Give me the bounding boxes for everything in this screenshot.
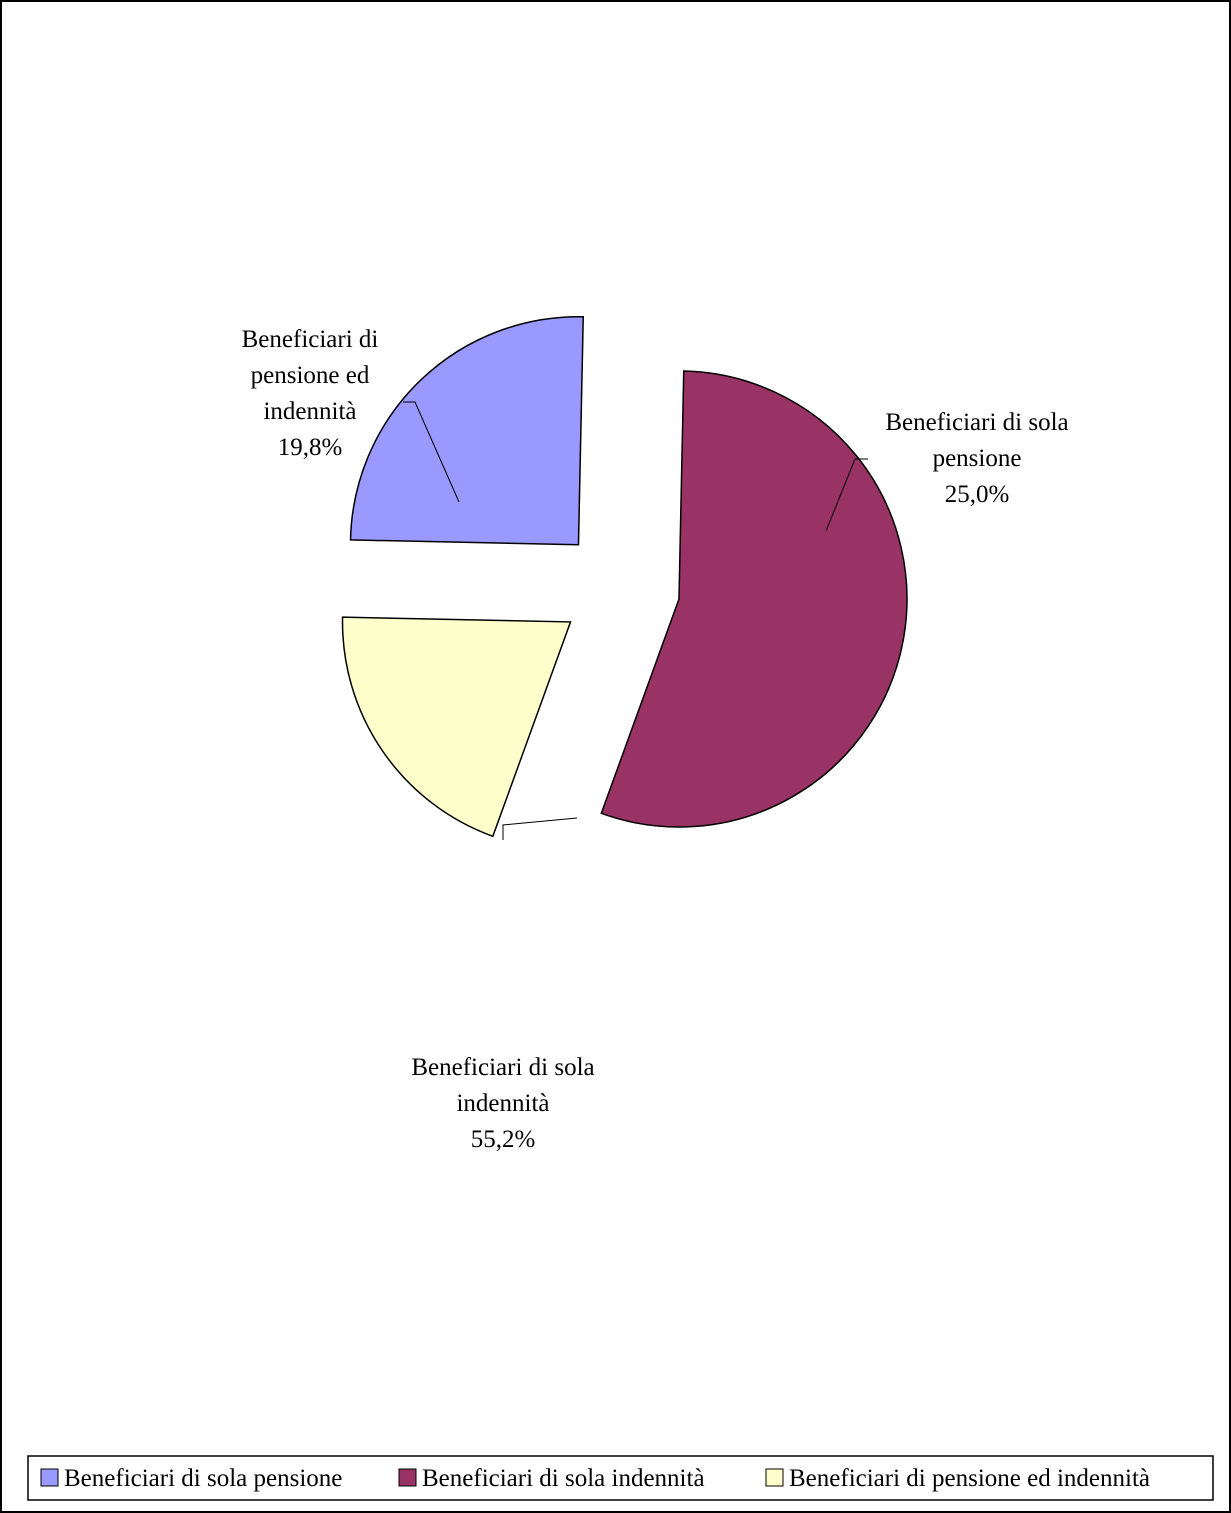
leader-line-sola-indennita — [502, 817, 578, 840]
pie-slices — [341, 315, 908, 838]
legend-label-sola-pensione: Beneficiari di sola pensione — [64, 1465, 342, 1492]
data-label-pensione-ed-indennita: Beneficiari di pensione ed indennità 19,8% — [242, 326, 379, 461]
legend-box — [27, 1455, 1214, 1501]
data-label-line: pensione ed — [251, 362, 370, 389]
data-label-line: 25,0% — [945, 481, 1010, 508]
leader-line-pensione-ed-indennita — [403, 401, 460, 503]
legend-swatch-sola-indennita — [398, 1468, 417, 1487]
data-label-line: 55,2% — [471, 1126, 536, 1153]
legend-item-pensione-ed-indennita: Beneficiari di pensione ed indennità — [765, 1465, 1150, 1492]
data-label-line: Beneficiari di sola — [411, 1054, 594, 1081]
legend-item-sola-pensione: Beneficiari di sola pensione — [40, 1465, 342, 1492]
data-label-line: indennità — [263, 398, 356, 425]
pie-slice-sola-pensione — [349, 315, 585, 546]
leader-lines — [403, 401, 868, 840]
data-label-line: Beneficiari di sola — [885, 409, 1068, 436]
data-label-line: indennità — [456, 1090, 549, 1117]
legend-label-pensione-ed-indennita: Beneficiari di pensione ed indennità — [789, 1465, 1150, 1492]
legend-swatch-sola-pensione — [40, 1468, 59, 1487]
legend-swatch-pensione-ed-indennita — [765, 1468, 784, 1487]
data-label-line: pensione — [933, 445, 1022, 472]
data-label-line: Beneficiari di — [242, 326, 379, 353]
pie-slice-sola-indennita — [600, 370, 908, 828]
data-labels: Beneficiari di sola pensione 25,0%Benefici… — [242, 326, 1069, 1153]
legend: Beneficiari di sola pensione Beneficiari… — [27, 1455, 1214, 1501]
data-label-sola-pensione: Beneficiari di sola pensione 25,0% — [885, 409, 1068, 508]
legend-item-sola-indennita: Beneficiari di sola indennità — [398, 1465, 705, 1492]
pie-slice-pensione-ed-indennita — [341, 616, 572, 838]
data-label-sola-indennita: Beneficiari di sola indennità 55,2% — [411, 1054, 594, 1153]
leader-line-sola-pensione — [825, 458, 868, 532]
legend-label-sola-indennita: Beneficiari di sola indennità — [422, 1465, 705, 1492]
data-label-line: 19,8% — [278, 434, 343, 461]
